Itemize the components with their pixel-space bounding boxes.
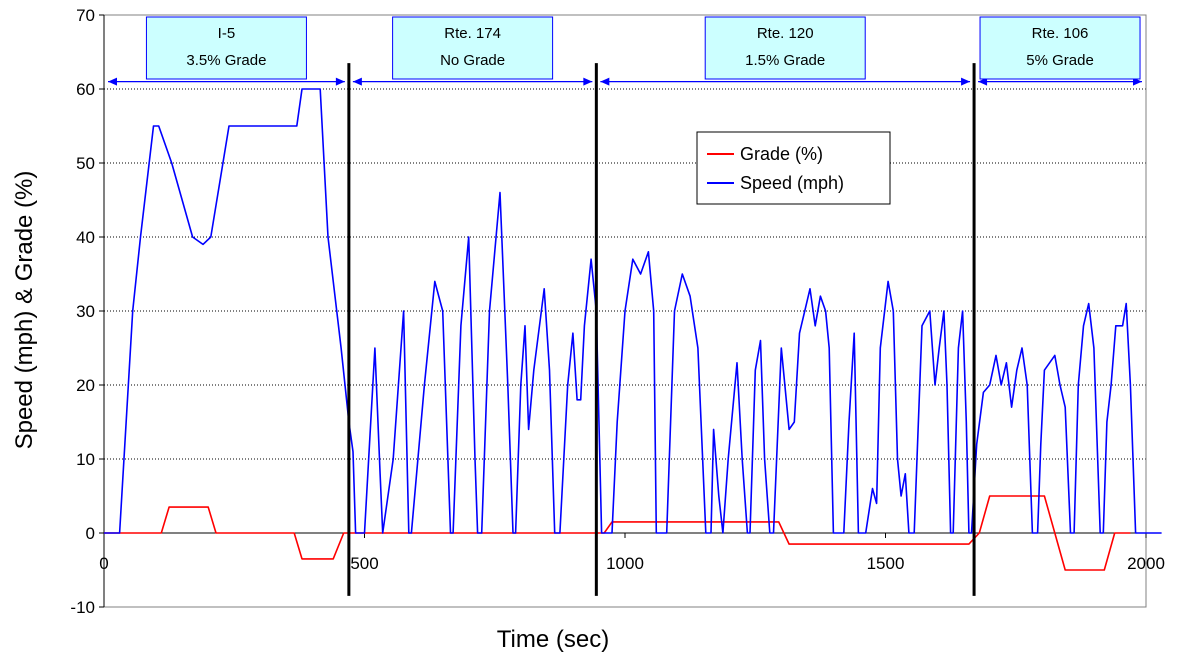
segment-grade: 1.5% Grade	[745, 52, 825, 69]
data-series	[104, 88, 1162, 571]
x-tick-label: 1500	[867, 554, 905, 573]
y-tick-label: -10	[70, 598, 95, 617]
segment-grade: No Grade	[440, 52, 505, 69]
segment-label-box	[392, 16, 554, 80]
segment-label-box	[704, 16, 866, 80]
segment-label-box	[979, 16, 1141, 80]
series-line-grade	[104, 495, 1131, 571]
legend: Grade (%) Speed (mph)	[696, 131, 891, 205]
y-tick-label: 50	[76, 154, 95, 173]
y-tick-label: 40	[76, 228, 95, 247]
y-tick-label: 30	[76, 302, 95, 321]
segment-name: Rte. 120	[757, 25, 814, 42]
segment-arrow-head-left	[600, 77, 610, 86]
segment-annotations: I-5 3.5% Grade Rte. 174 No Grade Rte. 120 1.5…	[108, 16, 1142, 86]
segment-name: Rte. 174	[444, 25, 501, 42]
y-tick-label: 60	[76, 80, 95, 99]
segment-arrow-head-left	[978, 77, 988, 86]
segment-arrow-head-left	[108, 77, 117, 86]
segment-arrow-head-right	[1133, 77, 1142, 86]
segment-grade: 3.5% Grade	[186, 52, 266, 69]
segment-name: I-5	[218, 25, 236, 42]
segment-arrow-head-right	[961, 77, 971, 86]
segment-grade: 5% Grade	[1026, 52, 1094, 69]
axes: -10 0 10 20 30 40 50 60 70 0 500 1000 1500 2000	[70, 6, 1164, 617]
x-tick-label: 0	[99, 554, 108, 573]
y-tick-label: 20	[76, 376, 95, 395]
segment-arrow-head-right	[335, 77, 345, 86]
x-tick-label: 1000	[606, 554, 644, 573]
y-tick-label: 70	[76, 6, 95, 25]
segment-dividers	[347, 63, 976, 596]
y-tick-label: 10	[76, 450, 95, 469]
legend-entry: Speed (mph)	[740, 173, 844, 193]
series-line-speed	[104, 88, 1162, 534]
x-tick-label: 2000	[1127, 554, 1165, 573]
y-axis-title: Speed (mph) & Grade (%)	[11, 171, 38, 450]
segment-arrow-head-left	[352, 77, 362, 86]
x-axis-title: Time (sec)	[497, 626, 609, 653]
segment-arrow-head-right	[583, 77, 593, 86]
segment-name: Rte. 106	[1032, 25, 1089, 42]
x-tick-label: 500	[350, 554, 378, 573]
segment-label-box	[145, 16, 307, 80]
y-tick-label: 0	[86, 524, 95, 543]
legend-entry: Grade (%)	[740, 144, 823, 164]
legend-box	[696, 131, 891, 205]
